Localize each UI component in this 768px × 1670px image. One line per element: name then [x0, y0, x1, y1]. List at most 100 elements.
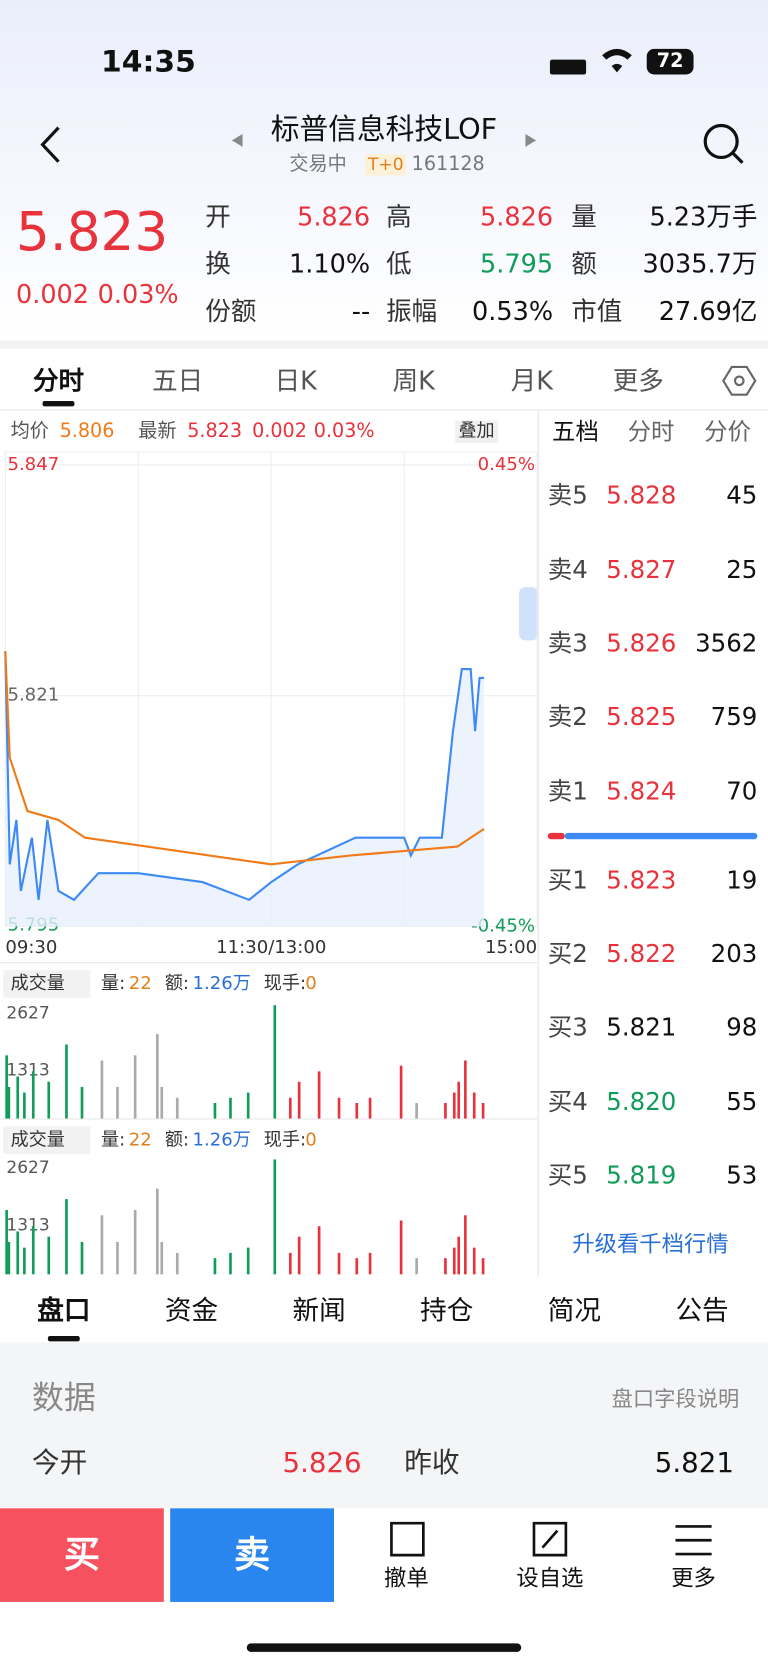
volume-bar [273, 1159, 277, 1275]
side-handle[interactable] [519, 587, 539, 641]
field-value: 5.826 [480, 202, 554, 232]
overlay-button[interactable]: 叠加 [455, 420, 498, 444]
bottom-tab[interactable]: 简况 [547, 1295, 601, 1326]
bottom-tab[interactable]: 资金 [164, 1295, 219, 1326]
search-button[interactable] [703, 123, 739, 160]
header-title: 标普信息科技LOF [270, 113, 498, 147]
sell-button[interactable] [170, 1508, 335, 1602]
upgrade-link[interactable]: 升级看千档行情 [572, 1231, 729, 1257]
volume-bar [229, 1097, 232, 1120]
volume-bar [156, 1034, 159, 1120]
battery-level: 72 [656, 49, 684, 73]
search-handle [731, 152, 744, 164]
chart-tab[interactable]: 分时 [32, 365, 85, 396]
volume-bar [80, 1241, 84, 1275]
volume-bar [415, 1258, 418, 1275]
volume-bar [246, 1092, 250, 1120]
watch-icon[interactable] [532, 1521, 568, 1557]
order-book-tab[interactable]: 五档 [552, 419, 599, 446]
volume-bar [133, 1210, 137, 1275]
bottom-tab[interactable]: 新闻 [292, 1295, 346, 1326]
chart-tab[interactable]: 五日 [152, 365, 204, 396]
bottom-tab-underline [47, 1336, 80, 1342]
section-link[interactable]: 盘口字段说明 [611, 1386, 740, 1412]
order-price: 5.822 [606, 940, 677, 969]
volume-bar [100, 1060, 104, 1120]
stat-value: 0 [305, 973, 317, 994]
order-price: 5.828 [606, 482, 677, 511]
order-label: 卖5 [547, 482, 588, 511]
stat-label: 量: [101, 973, 125, 994]
volume-bar [452, 1247, 456, 1275]
y2-tick-label: 0.45% [478, 454, 535, 475]
buy-button[interactable] [0, 1508, 164, 1602]
order-label: 卖4 [547, 556, 588, 585]
legend-change: 0.002 [252, 420, 307, 443]
volume-bar [464, 1060, 467, 1120]
bottom-tab[interactable]: 盘口 [37, 1295, 91, 1326]
order-volume: 25 [726, 556, 758, 585]
volume-bar [5, 1055, 8, 1120]
order-book-tab[interactable]: 分价 [704, 419, 751, 446]
next-arrow[interactable] [525, 134, 537, 147]
order-book-tab[interactable]: 分时 [627, 419, 675, 446]
volume-bar [288, 1097, 292, 1120]
volume-bar [160, 1086, 164, 1120]
field-value: 27.69亿 [658, 296, 758, 327]
action-label[interactable]: 更多 [671, 1565, 716, 1591]
more-icon[interactable] [675, 1525, 712, 1556]
volume-bar [415, 1102, 418, 1120]
cancel-icon[interactable] [390, 1521, 425, 1557]
chart-tab[interactable]: 日K [274, 365, 317, 396]
bottom-tab[interactable]: 公告 [675, 1295, 729, 1326]
volume-tick-label: 1313 [6, 1061, 49, 1081]
stat-value: 22 [129, 973, 152, 994]
volume-bar [452, 1092, 456, 1120]
stat-value: 22 [129, 1129, 152, 1150]
field-value: 5.826 [297, 202, 371, 232]
order-label: 买3 [547, 1014, 588, 1042]
volume-bar [273, 1005, 277, 1120]
order-volume: 98 [726, 1014, 758, 1042]
stat-value: 0 [305, 1129, 317, 1150]
volume-bar [7, 1086, 11, 1120]
chart-tab[interactable]: 周K [392, 365, 435, 396]
field-value: 1.10% [289, 248, 371, 279]
volume-bar [337, 1097, 341, 1120]
volume-bar [213, 1102, 217, 1120]
bottom-tab[interactable]: 持仓 [420, 1295, 474, 1326]
stat-label: 现手: [264, 973, 306, 994]
buy-label[interactable]: 买 [63, 1533, 100, 1577]
volume-bar [472, 1092, 476, 1120]
price-area [5, 651, 484, 927]
last-price: 5.823 [15, 201, 169, 263]
chart-tab[interactable]: 更多 [612, 365, 664, 396]
order-price: 5.825 [606, 703, 677, 732]
action-label[interactable]: 设自选 [516, 1565, 584, 1591]
stat-value: 1.26万 [193, 1129, 251, 1150]
stat-label: 额: [165, 1129, 189, 1150]
volume-bar [80, 1086, 84, 1120]
volume-bar [317, 1071, 321, 1120]
legend-avg-label: 均价 [10, 420, 49, 443]
order-book-bar-sell [547, 832, 565, 840]
action-label[interactable]: 撤单 [383, 1565, 429, 1591]
chart-tab[interactable]: 月K [510, 365, 553, 396]
tabs-border [0, 409, 768, 411]
volume-bar [7, 1241, 11, 1275]
volume-bar [297, 1236, 301, 1275]
order-volume: 53 [726, 1162, 758, 1190]
settings-icon[interactable] [722, 365, 757, 396]
separator [0, 340, 768, 349]
y-tick-label: 5.821 [7, 685, 59, 706]
order-price: 5.823 [606, 867, 677, 896]
panel-background [0, 1342, 768, 1509]
badge: T+0 [364, 154, 407, 176]
volume-bar [288, 1252, 292, 1275]
data-value: 5.826 [282, 1447, 362, 1480]
prev-arrow[interactable] [231, 134, 243, 147]
field-value: 5.23万手 [649, 202, 758, 232]
back-button[interactable] [40, 126, 60, 163]
sell-label[interactable]: 卖 [234, 1533, 271, 1577]
